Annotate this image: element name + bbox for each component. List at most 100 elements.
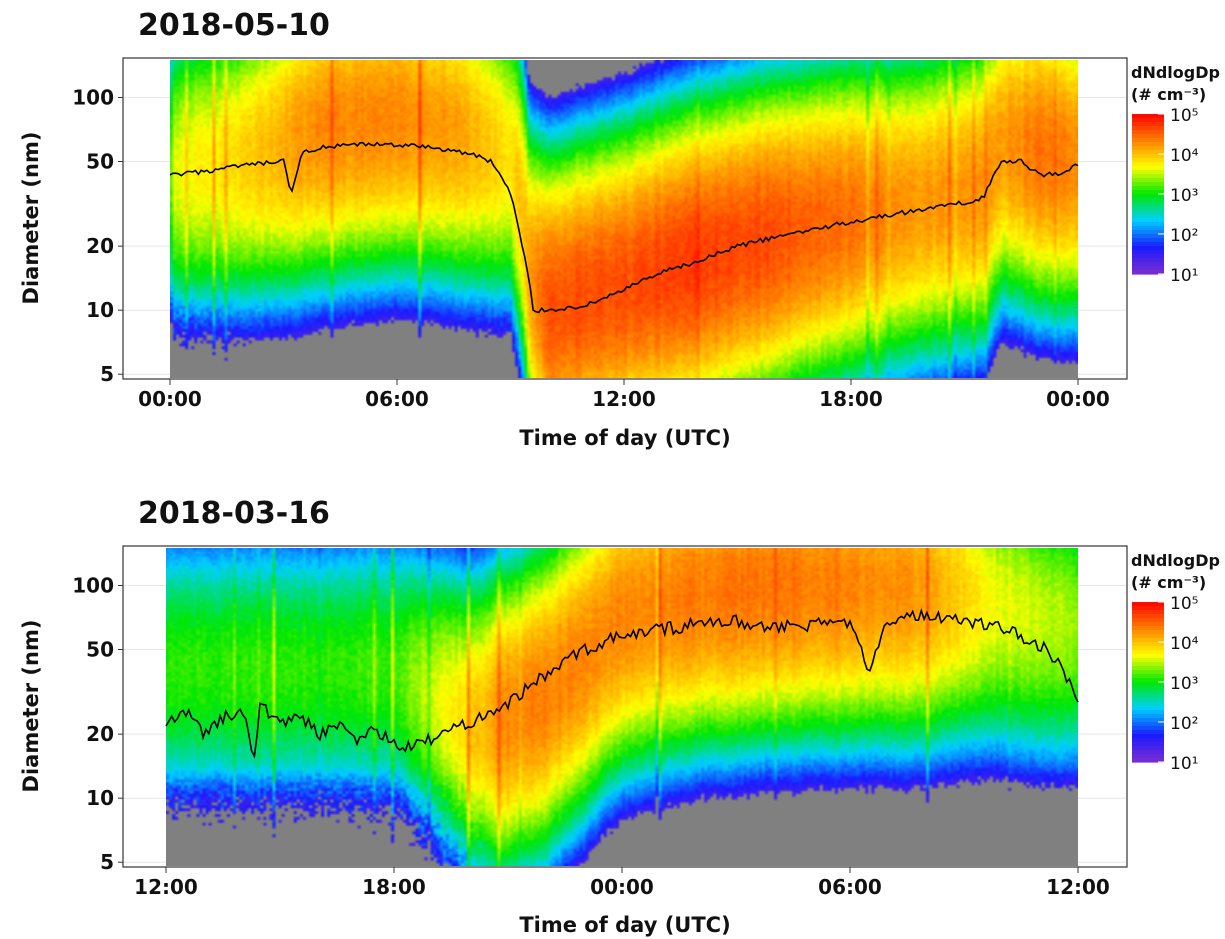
colorbar-segment <box>1132 258 1164 263</box>
colorbar-segment <box>1132 154 1164 159</box>
colorbar-segment <box>1132 666 1164 671</box>
colorbar-tick-label: 10³ <box>1170 674 1198 694</box>
colorbar-segment <box>1132 726 1164 731</box>
colorbar-segment <box>1132 210 1164 215</box>
x-tick-label: 12:00 <box>592 387 656 411</box>
colorbar-tick-label: 10² <box>1170 226 1198 246</box>
y-tick-label: 20 <box>86 722 114 746</box>
colorbar-segment <box>1132 634 1164 639</box>
colorbar-title-line1: dNdlogDp <box>1131 551 1220 570</box>
median-diameter-line <box>165 608 1079 759</box>
colorbar-segment <box>1132 606 1164 611</box>
colorbar-bar <box>1132 114 1164 275</box>
y-axis-label: Diameter (nm) <box>19 620 43 793</box>
colorbar-segment <box>1132 614 1164 619</box>
colorbar-segment <box>1132 622 1164 627</box>
colorbar-segment <box>1132 262 1164 267</box>
colorbar-segment <box>1132 170 1164 175</box>
chart-svg: 5 10 20 50 100 12:00 18:00 00:00 06:00 12:00 Tim… <box>19 545 1220 937</box>
y-tick-label: 100 <box>72 573 114 597</box>
y-tick-label: 10 <box>86 786 114 810</box>
colorbar-title-line2: (# cm⁻³) <box>1131 85 1206 104</box>
colorbar-segment <box>1132 126 1164 131</box>
colorbar-segment <box>1132 714 1164 719</box>
colorbar-segment <box>1132 150 1164 155</box>
y-tick-label: 5 <box>100 362 114 386</box>
colorbar-segment <box>1132 266 1164 271</box>
y-axis-label: Diameter (nm) <box>19 132 43 305</box>
x-tick-label: 18:00 <box>819 387 883 411</box>
colorbar-segment <box>1132 698 1164 703</box>
x-tick-label: 06:00 <box>365 387 429 411</box>
colorbar-segment <box>1132 158 1164 163</box>
chart-svg: 5 10 20 50 100 00:00 06:00 12:00 18:00 00:00 Tim… <box>19 57 1220 450</box>
y-tick-label: 50 <box>86 637 114 661</box>
colorbar-segment <box>1132 242 1164 247</box>
colorbar-segment <box>1132 194 1164 199</box>
colorbar-segment <box>1132 706 1164 711</box>
colorbar-segment <box>1132 746 1164 751</box>
colorbar-segment <box>1132 662 1164 667</box>
colorbar-segment <box>1132 198 1164 203</box>
colorbar-segment <box>1132 642 1164 647</box>
colorbar-tick-label: 10⁴ <box>1170 634 1199 654</box>
colorbar-segment <box>1132 610 1164 615</box>
colorbar-segment <box>1132 234 1164 239</box>
y-tick-label: 10 <box>86 298 114 322</box>
plot-frame <box>122 57 1128 380</box>
median-diameter-polyline <box>169 141 1079 314</box>
x-axis: 12:00 18:00 00:00 06:00 12:00 <box>134 867 1110 899</box>
x-tick-label: 06:00 <box>818 875 882 899</box>
x-tick-label: 00:00 <box>138 387 202 411</box>
colorbar-bar <box>1132 602 1164 763</box>
colorbar-segment <box>1132 710 1164 715</box>
colorbar-segment <box>1132 190 1164 195</box>
colorbar-segment <box>1132 734 1164 739</box>
colorbar-segment <box>1132 130 1164 135</box>
colorbar-segment <box>1132 738 1164 743</box>
plot-frame <box>122 545 1128 868</box>
panel-title: 2018-05-10 <box>138 8 330 43</box>
colorbar-segment <box>1132 270 1164 275</box>
colorbar-segment <box>1132 702 1164 707</box>
y-axis: 5 10 20 50 100 <box>72 573 123 874</box>
colorbar-segment <box>1132 646 1164 651</box>
colorbar-segment <box>1132 626 1164 631</box>
colorbar-tick-label: 10¹ <box>1170 266 1198 286</box>
colorbar-segment <box>1132 138 1164 143</box>
colorbar-segment <box>1132 654 1164 659</box>
colorbar-segment <box>1132 238 1164 243</box>
colorbar-segment <box>1132 202 1164 207</box>
colorbar-segment <box>1132 602 1164 607</box>
colorbar-segment <box>1132 630 1164 635</box>
colorbar-segment <box>1132 226 1164 231</box>
panel-title: 2018-03-16 <box>138 496 330 531</box>
colorbar-segment <box>1132 142 1164 147</box>
colorbar-segment <box>1132 678 1164 683</box>
x-tick-label: 00:00 <box>1046 387 1110 411</box>
colorbar-tick-label: 10⁴ <box>1170 146 1199 166</box>
colorbar-segment <box>1132 638 1164 643</box>
x-axis: 00:00 06:00 12:00 18:00 00:00 <box>138 379 1110 411</box>
colorbar-segment <box>1132 758 1164 763</box>
colorbar-segment <box>1132 186 1164 191</box>
colorbar-segment <box>1132 690 1164 695</box>
y-tick-label: 100 <box>72 85 114 109</box>
y-tick-label: 5 <box>100 850 114 874</box>
heatmap-image <box>170 60 1078 378</box>
colorbar-ticks: 10⁵ 10⁴ 10³ 10² 10¹ <box>1158 594 1199 774</box>
colorbar-title-line2: (# cm⁻³) <box>1131 573 1206 592</box>
y-tick-label: 50 <box>86 149 114 173</box>
y-axis: 5 10 20 50 100 <box>72 85 123 386</box>
colorbar: dNdlogDp (# cm⁻³) 10⁵ 10⁴ 10³ 10² 10¹ <box>1131 63 1220 286</box>
colorbar-segment <box>1132 250 1164 255</box>
colorbar-segment <box>1132 206 1164 211</box>
colorbar-segment <box>1132 114 1164 119</box>
colorbar-segment <box>1132 718 1164 723</box>
x-tick-label: 00:00 <box>590 875 654 899</box>
panel-2018-05-10: 2018-05-10 5 10 20 50 100 00:00 06:00 12:00 18:… <box>19 8 1220 450</box>
colorbar-segment <box>1132 742 1164 747</box>
colorbar-segment <box>1132 682 1164 687</box>
colorbar-segment <box>1132 686 1164 691</box>
colorbar-segment <box>1132 222 1164 227</box>
